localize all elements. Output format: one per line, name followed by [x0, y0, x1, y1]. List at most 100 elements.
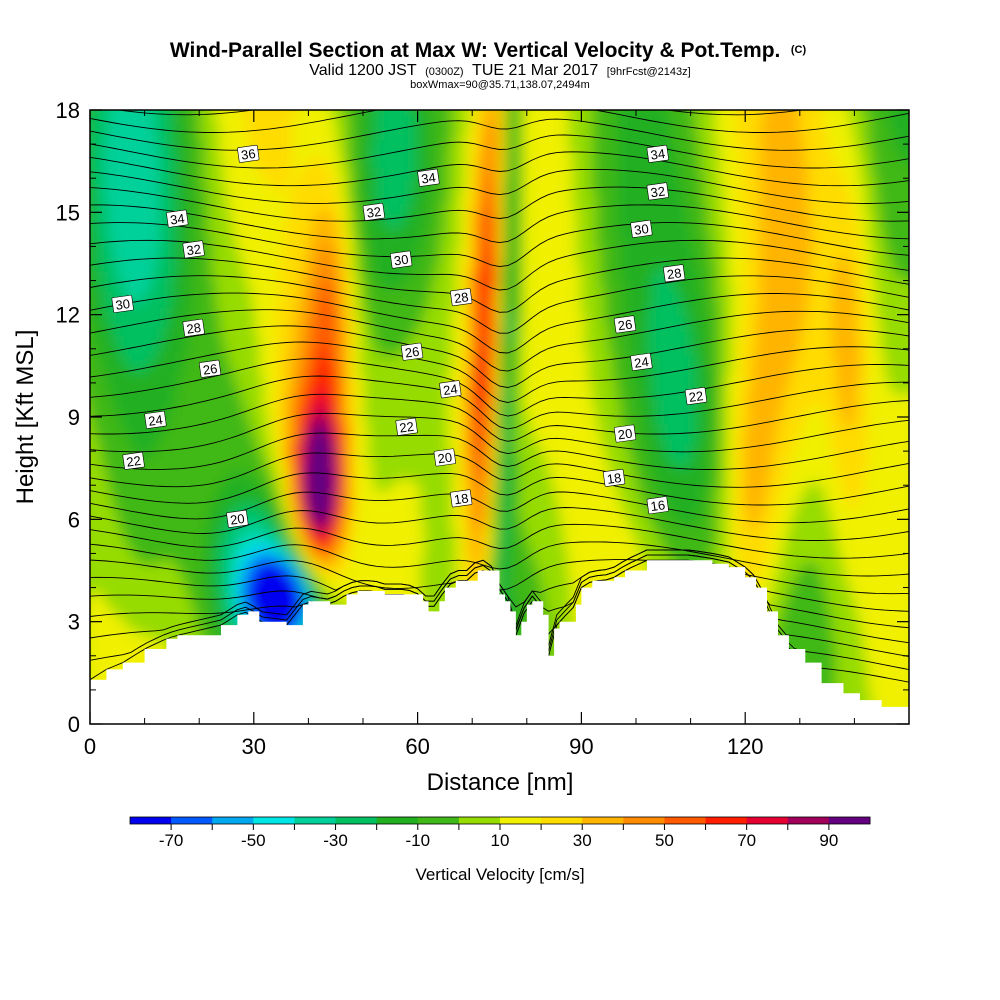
isentrope-line: [90, 472, 909, 506]
colorbar-swatch: [582, 817, 624, 824]
isentrope-label: 20: [613, 424, 637, 443]
isentrope-line: [90, 134, 909, 169]
isentrope-label-text: 22: [398, 419, 414, 436]
x-tick-label: 90: [569, 734, 593, 759]
isentrope-line: [90, 222, 909, 268]
isentrope-line: [90, 309, 909, 372]
isentrope-line: [90, 541, 909, 577]
isentrope-label-text: 34: [420, 170, 436, 187]
isentrope-label: 22: [684, 387, 708, 406]
isentrope-label: 26: [613, 315, 637, 334]
isentrope-line: [90, 239, 909, 291]
isentrope-label-text: 30: [393, 252, 409, 269]
isentrope-label-text: 34: [650, 146, 666, 163]
isentrope-line: [90, 507, 909, 541]
isentrope-label: 26: [400, 342, 424, 361]
isentrope-label-text: 26: [617, 316, 633, 333]
isentrope-label: 34: [646, 144, 669, 163]
colorbar-swatch: [294, 817, 336, 824]
isentrope-label: 24: [439, 380, 462, 399]
colorbar-tick-label: 10: [491, 831, 510, 850]
y-tick-label: 9: [68, 405, 80, 430]
colorbar-tick-label: -70: [159, 831, 184, 850]
y-tick-label: 12: [56, 303, 80, 328]
colorbar-swatch: [500, 817, 542, 824]
isentrope-label: 30: [111, 294, 134, 313]
isentrope-label: 24: [630, 352, 653, 371]
colorbar: -70 -50 -30 -10 10 30 50 70 90: [129, 816, 871, 850]
isentrope-label-text: 18: [606, 470, 622, 487]
colorbar-tick-label: -10: [405, 831, 430, 850]
isentrope-label: 34: [417, 168, 440, 187]
isentrope-label-text: 32: [650, 183, 666, 200]
colorbar-swatch: [664, 817, 706, 824]
isentrope-label: 28: [182, 318, 205, 337]
isentrope-label-text: 28: [453, 289, 469, 306]
x-tick-label: 30: [242, 734, 266, 759]
isentrope-label-text: 24: [442, 381, 458, 398]
colorbar-label: Vertical Velocity [cm/s]: [415, 865, 584, 884]
y-tick-label: 18: [56, 98, 80, 123]
colorbar-tick-label: -30: [323, 831, 348, 850]
isentrope-label: 22: [395, 417, 418, 436]
isentrope-label-text: 20: [229, 511, 245, 528]
isentrope-label: 32: [362, 202, 385, 221]
isentrope-line: [90, 186, 909, 222]
isentrope-line: [90, 168, 909, 204]
x-axis: 0 30 60 90 120: [84, 110, 855, 759]
isentrope-label: 34: [166, 209, 189, 228]
chart-subtitle: Valid 1200 JST (0300Z) TUE 21 Mar 2017 […: [309, 62, 690, 79]
y-tick-label: 15: [56, 200, 80, 225]
isentrope-label: 30: [630, 219, 653, 238]
isentrope-labels: 36 34 32 30 28 26 24 22 20 34 32 30 28 26 24 22 20 18 34 32…: [111, 144, 708, 528]
isentrope-line: [90, 118, 909, 151]
isentrope-label: 30: [390, 250, 413, 269]
isentrope-label-text: 26: [202, 361, 218, 378]
x-tick-label: 120: [727, 734, 764, 759]
y-axis-label: Height [Kft MSL]: [12, 330, 39, 505]
isentrope-label-text: 28: [186, 320, 202, 337]
colorbar-swatch: [705, 817, 748, 824]
isentrope-label: 32: [182, 240, 205, 259]
chart-title-main: Wind-Parallel Section at Max W: Vertical…: [170, 39, 781, 62]
isentrope-line: [90, 341, 909, 403]
y-tick-label: 0: [68, 712, 80, 737]
valid-time-label: Valid 1200 JST: [309, 62, 417, 79]
isentrope-line: [90, 110, 909, 133]
chart-title: Wind-Parallel Section at Max W: Vertical…: [170, 39, 807, 62]
valid-zulu-label: (0300Z): [425, 66, 464, 78]
terrain-mask: [90, 560, 909, 724]
colorbar-swatch: [746, 817, 789, 824]
colorbar-swatch: [541, 817, 583, 824]
isentrope-line: [90, 275, 909, 334]
isentrope-label: 36: [237, 144, 260, 163]
isentrope-line: [90, 452, 909, 488]
x-tick-label: 60: [405, 734, 429, 759]
isentrope-line: [90, 151, 909, 187]
colorbar-tick-label: 90: [819, 831, 838, 850]
colorbar-tick-label: 30: [573, 831, 592, 850]
y-axis: 0 36 9 12 15 18: [56, 98, 909, 737]
isentrope-line: [90, 375, 909, 430]
isentrope-label-text: 18: [453, 490, 469, 507]
plot-area: 36 34 32 30 28 26 24 22 20 34 32 30 28 26 24 22 20 18 34 32…: [90, 110, 909, 724]
isentrope-line: [90, 257, 909, 313]
isentrope-label-text: 30: [633, 221, 649, 238]
isentrope-label: 20: [433, 448, 456, 467]
isentrope-label: 24: [144, 410, 167, 429]
chart-title-mark: (C): [791, 44, 807, 56]
isentrope-label-text: 36: [240, 146, 256, 163]
isentrope-label: 18: [450, 489, 473, 508]
colorbar-tick-label: 50: [655, 831, 674, 850]
isentrope-label: 28: [450, 288, 473, 307]
colorbar-swatch: [417, 817, 460, 824]
isentrope-line: [90, 412, 909, 455]
isentrope-label-text: 24: [147, 412, 163, 429]
isentrope-label-text: 32: [366, 204, 382, 221]
x-axis-label: Distance [nm]: [427, 769, 574, 796]
isentrope-label-text: 20: [617, 426, 633, 443]
forecast-label: [9hrFcst@2143z]: [607, 66, 691, 78]
colorbar-swatch: [130, 817, 172, 824]
